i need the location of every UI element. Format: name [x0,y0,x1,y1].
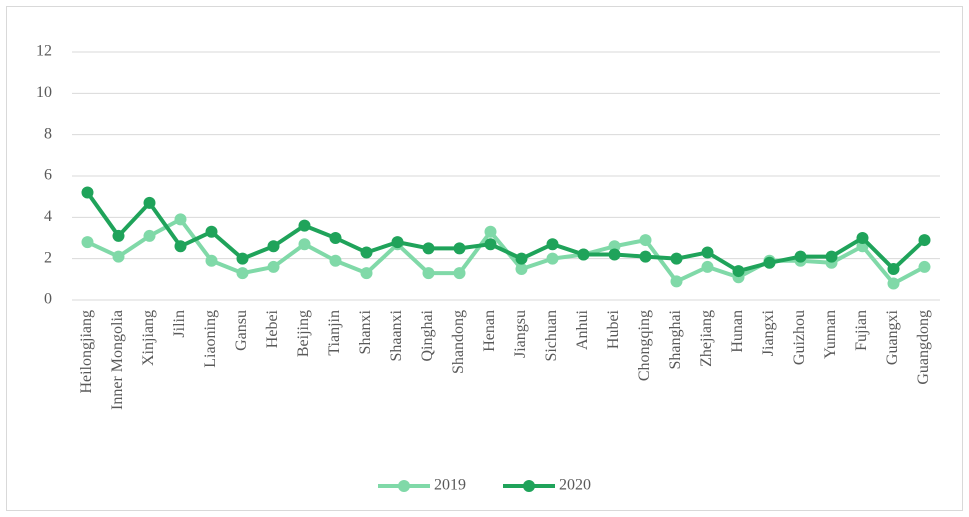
data-point [112,229,125,242]
data-point [143,229,156,242]
x-tick-label: Shaanxi [388,309,405,361]
data-point [143,196,156,209]
data-point [484,225,497,238]
data-point [887,277,900,290]
data-point [360,267,373,280]
x-tick-label: Jiangxi [760,309,777,356]
data-point [267,260,280,273]
data-point [267,240,280,253]
data-point [856,232,869,244]
x-tick-label: Beijing [295,310,312,357]
data-point [329,232,342,244]
data-point [918,260,931,273]
x-tick-label: Zhejiang [698,310,715,367]
data-point [608,240,621,253]
y-tick-label: 0 [44,291,52,308]
data-point [329,254,342,267]
data-point [236,252,249,265]
data-point [205,225,218,238]
data-point [608,248,621,261]
x-tick-label: Gansu [233,310,250,351]
data-point [670,275,683,288]
data-point [670,252,683,265]
data-point [794,250,807,263]
legend-marker [398,480,410,492]
data-point [763,256,776,269]
data-point [639,250,652,263]
data-point [360,246,373,259]
data-point [81,236,94,249]
x-tick-label: Xinjiang [140,310,157,366]
x-tick-label: Tianjin [326,310,343,356]
data-point [701,260,714,273]
data-point [546,252,559,265]
data-point [205,254,218,267]
x-tick-label: Guizhou [791,310,808,365]
x-tick-label: Jilin [171,310,188,338]
data-point [112,250,125,263]
x-tick-label: Guangdong [915,310,932,385]
data-point [453,242,466,255]
y-tick-label: 4 [44,208,52,225]
data-point [515,263,528,275]
x-tick-label: Shanghai [667,309,684,369]
legend-marker [523,480,535,492]
legend-label: 2020 [559,477,591,494]
data-point [174,240,187,253]
data-point [825,250,838,263]
legend-label: 2019 [434,477,466,494]
x-tick-label: Hunan [729,310,746,353]
x-tick-label: Shanxi [357,309,374,354]
data-point [639,234,652,247]
x-tick-label: Jiangsu [512,310,529,358]
data-point [422,242,435,255]
y-tick-label: 10 [36,84,52,101]
x-tick-label: Hubei [605,309,622,349]
y-tick-label: 6 [44,167,52,184]
y-tick-label: 12 [36,43,52,60]
data-point [484,238,497,251]
data-point [236,267,249,280]
x-tick-label: Guangxi [884,309,901,365]
data-point [174,213,187,226]
data-point [701,246,714,259]
x-tick-label: Qinghai [419,309,436,361]
x-tick-label: Hebei [264,309,281,348]
data-point [887,263,900,275]
x-tick-label: Henan [481,310,498,352]
x-tick-label: Shandong [450,310,467,374]
data-point [81,186,94,199]
data-point [391,236,404,249]
x-tick-label: Heilongjiang [78,310,95,394]
data-point [546,238,559,251]
x-tick-label: Yunnan [822,310,839,359]
data-point [298,219,311,232]
data-point [515,252,528,265]
data-point [918,234,931,247]
series-line [85,191,926,274]
x-tick-label: Chongqing [636,310,653,381]
data-point [298,238,311,251]
data-point [422,267,435,280]
data-point [732,265,745,278]
x-tick-label: Fujian [853,310,870,351]
data-point [577,248,590,261]
data-point [453,267,466,280]
x-tick-label: Liaoning [202,310,219,368]
x-tick-label: Anhui [574,309,591,350]
x-tick-label: Sichuan [543,310,560,362]
y-tick-label: 8 [44,125,52,142]
y-tick-label: 2 [44,249,52,266]
x-tick-label: Inner Mongolia [109,310,126,410]
